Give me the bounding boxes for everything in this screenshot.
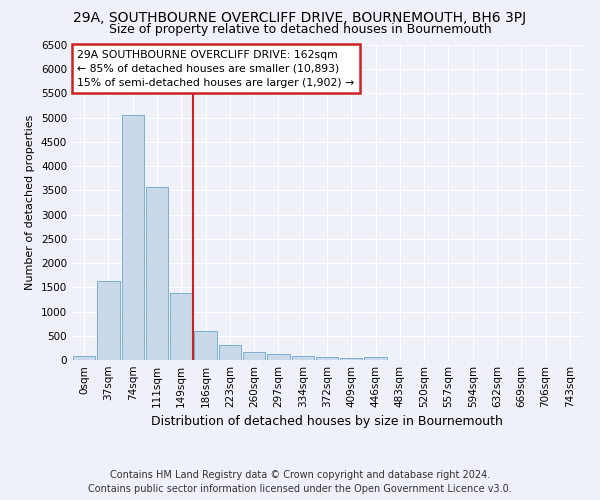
- Text: 29A SOUTHBOURNE OVERCLIFF DRIVE: 162sqm
← 85% of detached houses are smaller (10: 29A SOUTHBOURNE OVERCLIFF DRIVE: 162sqm …: [77, 50, 355, 88]
- Bar: [364, 357, 387, 360]
- Bar: [73, 356, 95, 360]
- X-axis label: Distribution of detached houses by size in Bournemouth: Distribution of detached houses by size …: [151, 416, 503, 428]
- Bar: [267, 354, 290, 360]
- Bar: [340, 358, 362, 360]
- Bar: [97, 281, 119, 360]
- Y-axis label: Number of detached properties: Number of detached properties: [25, 115, 35, 290]
- Bar: [243, 352, 265, 360]
- Bar: [194, 332, 217, 360]
- Text: 29A, SOUTHBOURNE OVERCLIFF DRIVE, BOURNEMOUTH, BH6 3PJ: 29A, SOUTHBOURNE OVERCLIFF DRIVE, BOURNE…: [73, 11, 527, 25]
- Bar: [292, 356, 314, 360]
- Bar: [146, 186, 168, 360]
- Bar: [122, 115, 144, 360]
- Bar: [316, 358, 338, 360]
- Bar: [170, 292, 193, 360]
- Text: Size of property relative to detached houses in Bournemouth: Size of property relative to detached ho…: [109, 22, 491, 36]
- Text: Contains HM Land Registry data © Crown copyright and database right 2024.
Contai: Contains HM Land Registry data © Crown c…: [88, 470, 512, 494]
- Bar: [218, 345, 241, 360]
